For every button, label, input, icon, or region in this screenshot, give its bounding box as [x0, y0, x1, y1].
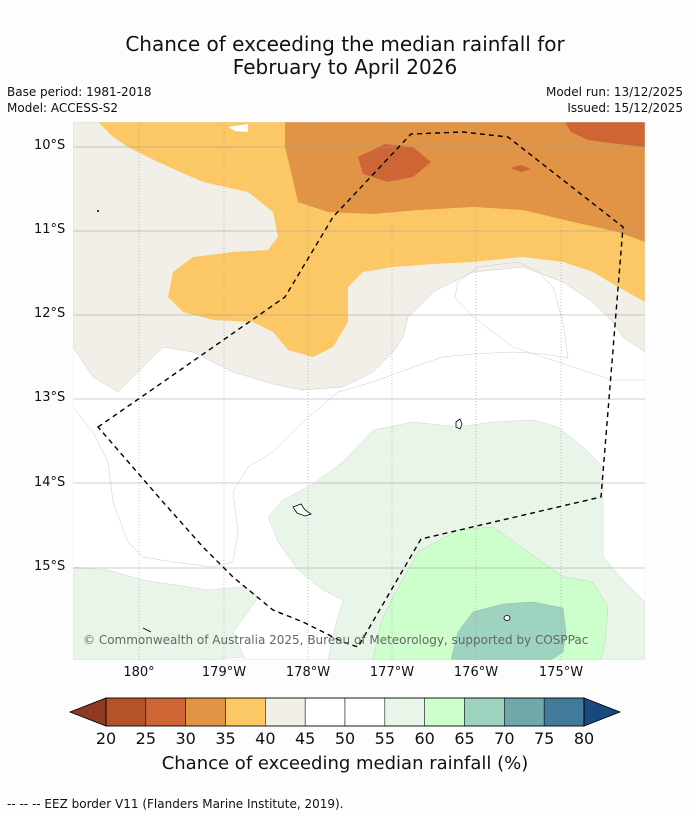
lon-label: 176°W [453, 665, 499, 680]
issued-date: Issued: 15/12/2025 [567, 101, 683, 115]
colorbar-tick-label: 40 [255, 729, 276, 748]
lon-label: 175°W [538, 665, 584, 680]
rainfall-map [73, 122, 645, 660]
region-25-30-b [358, 144, 431, 182]
colorbar-segment [504, 697, 545, 727]
colorbar-tick-label: 60 [414, 729, 435, 748]
colorbar-segment [225, 697, 266, 727]
base-period: Base period: 1981-2018 [7, 85, 152, 99]
colorbar-segment [384, 697, 425, 727]
colorbar-title: Chance of exceeding median rainfall (%) [161, 753, 529, 774]
lat-label: 14°S [34, 475, 66, 490]
model-run: Model run: 13/12/2025 [545, 85, 683, 99]
colorbar-segment [543, 697, 585, 727]
colorbar-over-arrow [583, 697, 622, 727]
colorbar-tick-label: 20 [95, 729, 117, 748]
colorbar-frame [105, 697, 585, 727]
map-credit: © Commonwealth of Australia 2025, Bureau… [83, 633, 589, 647]
island-dot [97, 210, 99, 212]
title-line-2: February to April 2026 [232, 55, 458, 79]
colorbar-tick-label: 45 [294, 729, 316, 748]
graticule [73, 122, 645, 660]
colorbar-tick-label: 70 [494, 729, 515, 748]
colorbar-tick-label: 30 [175, 729, 196, 748]
region-45-50-top [228, 124, 248, 132]
lon-label: 179°W [201, 665, 247, 680]
colorbar-segment [344, 697, 386, 727]
colorbar [68, 697, 622, 727]
lat-label: 13°S [34, 390, 66, 405]
colorbar-segment [105, 697, 147, 727]
lat-label: 12°S [34, 306, 66, 321]
colorbar-segment [464, 697, 505, 727]
colorbar-under-arrow [68, 697, 107, 727]
region-65-70 [450, 601, 567, 660]
colorbar-tick-label: 50 [334, 729, 356, 748]
colorbar-tick-label: 65 [454, 729, 475, 748]
region-25-30-a [565, 122, 645, 147]
island-ofu [292, 503, 312, 517]
colorbar-tick-label: 35 [215, 729, 236, 748]
island-rose [503, 615, 511, 621]
region-25-30-c [510, 165, 531, 172]
colorbar-segment [265, 697, 306, 727]
lon-label: 180° [123, 665, 155, 680]
lat-label: 15°S [34, 559, 66, 574]
lat-label: 10°S [34, 138, 66, 153]
colorbar-segment [424, 697, 465, 727]
colorbar-segment [185, 697, 226, 727]
colorbar-tick-label: 80 [573, 729, 595, 748]
colorbar-segment [304, 697, 346, 727]
eez-footnote: -- -- -- EEZ border V11 (Flanders Marine… [7, 797, 344, 811]
lon-label: 178°W [285, 665, 331, 680]
colorbar-tick-label: 75 [533, 729, 555, 748]
colorbar-tick-label: 55 [374, 729, 396, 748]
contour-50 [73, 261, 645, 568]
island-swains [455, 418, 463, 430]
colorbar-segment [145, 697, 186, 727]
lon-label: 177°W [369, 665, 415, 680]
island-west [142, 627, 152, 633]
title-line-1: Chance of exceeding the median rainfall … [125, 32, 565, 56]
colorbar-tick-label: 25 [135, 729, 157, 748]
model-name: Model: ACCESS-S2 [7, 101, 119, 115]
lat-label: 11°S [34, 222, 66, 237]
